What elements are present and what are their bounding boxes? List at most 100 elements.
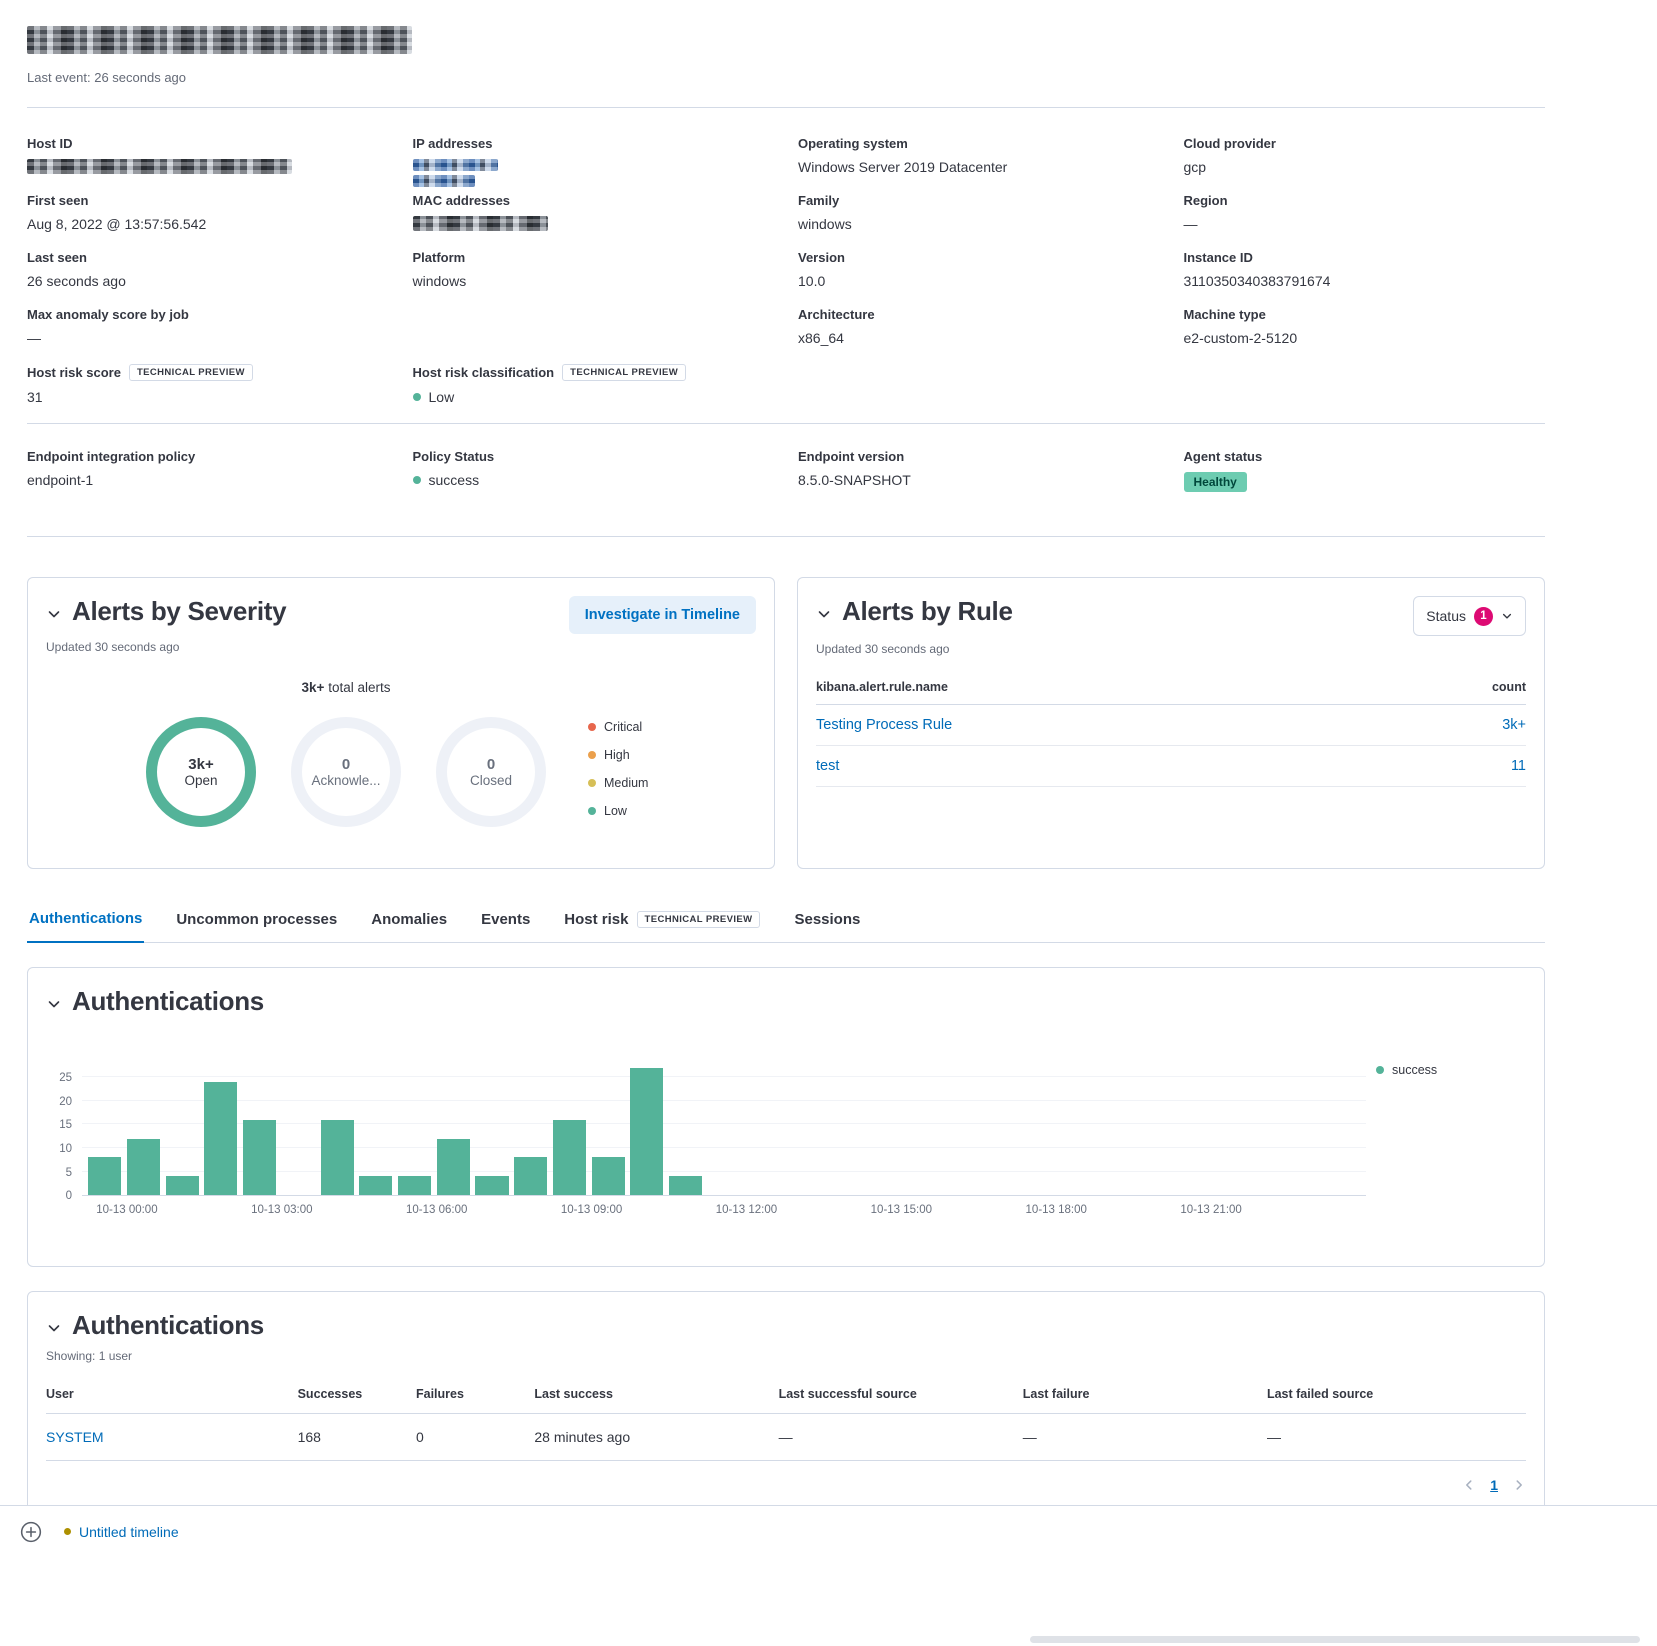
chevron-down-icon[interactable] — [46, 1320, 62, 1336]
field-first-seen: First seen Aug 8, 2022 @ 13:57:56.542 — [27, 193, 207, 232]
risk-low-dot — [412, 393, 421, 401]
host-details-page: Last event: 26 seconds ago Host ID First… — [27, 0, 1545, 1512]
alerts-cards-row: Alerts by Severity Investigate in Timeli… — [27, 577, 1545, 869]
donut-open[interactable]: 3k+ Open — [146, 717, 256, 827]
host-id-redacted — [27, 159, 292, 174]
mac-address-redacted — [412, 216, 548, 231]
critical-dot-icon — [588, 723, 596, 731]
overview-column-1: Host ID First seen Aug 8, 2022 @ 13:57:5… — [27, 136, 389, 423]
field-agent-status: Agent status Healthy — [1183, 449, 1546, 506]
rule-name-link[interactable]: Testing Process Rule — [816, 717, 953, 733]
donut-closed[interactable]: 0 Closed — [436, 717, 546, 827]
healthy-status-badge: Healthy — [1183, 472, 1247, 492]
success-bar — [320, 1119, 354, 1195]
horizontal-scrollbar-thumb[interactable] — [1030, 1636, 1640, 1643]
timeline-link[interactable]: Untitled timeline — [79, 1523, 179, 1540]
y-tick-label: 15 — [59, 1119, 72, 1132]
chevron-down-icon[interactable] — [816, 606, 832, 622]
success-bar — [88, 1157, 122, 1195]
success-bar — [204, 1082, 238, 1195]
field-mac-addresses: MAC addresses — [412, 193, 775, 250]
col-header-last-successful-source: Last successful source — [778, 1377, 1023, 1414]
table-row: test 11 — [816, 745, 1526, 787]
page-number-1[interactable]: 1 — [1490, 1477, 1498, 1493]
table-row: Testing Process Rule 3k+ — [816, 704, 1526, 746]
tab-authentications[interactable]: Authentications — [27, 902, 145, 943]
investigate-in-timeline-button[interactable]: Investigate in Timeline — [568, 596, 756, 634]
chevron-down-icon[interactable] — [46, 996, 62, 1012]
chart-legend-success[interactable]: success — [1376, 1061, 1526, 1077]
success-bar — [552, 1119, 586, 1195]
success-bar — [669, 1176, 703, 1195]
field-operating-system: Operating system Windows Server 2019 Dat… — [798, 136, 1008, 175]
gridline — [82, 1123, 1366, 1125]
y-tick-label: 25 — [59, 1072, 72, 1085]
add-timeline-icon[interactable] — [20, 1521, 42, 1543]
updated-text: Updated 30 seconds ago — [816, 642, 950, 656]
alerts-by-severity-title: Alerts by Severity — [72, 596, 287, 626]
field-version: Version 10.0 — [798, 250, 845, 289]
field-architecture: Architecture x86_64 — [798, 307, 875, 346]
gridline — [82, 1146, 1366, 1148]
x-tick-label: 10-13 18:00 — [1025, 1204, 1087, 1216]
success-bar — [436, 1138, 470, 1195]
alerts-by-rule-title: Alerts by Rule — [842, 596, 1013, 626]
legend-item-high: High — [588, 748, 648, 762]
tab-uncommon-processes[interactable]: Uncommon processes — [176, 910, 338, 928]
rule-count-link[interactable]: 3k+ — [1502, 717, 1526, 733]
field-policy-status: Policy Status success — [412, 449, 495, 488]
divider — [27, 423, 1545, 424]
field-region: Region — — [1183, 193, 1228, 232]
tab-sessions[interactable]: Sessions — [794, 910, 861, 928]
tab-anomalies[interactable]: Anomalies — [371, 910, 448, 928]
technical-preview-badge: TECHNICAL PREVIEW — [636, 910, 761, 928]
field-host-risk-classification: Host risk classification TECHNICAL PREVI… — [412, 364, 775, 423]
low-dot-icon — [588, 807, 596, 815]
medium-dot-icon — [588, 779, 596, 787]
divider — [27, 536, 1545, 537]
field-endpoint-policy: Endpoint integration policy endpoint-1 — [27, 449, 196, 488]
authentications-chart-title: Authentications — [72, 986, 264, 1016]
overview-column-2: IP addresses MAC addresses Platform wind… — [412, 136, 775, 423]
success-bar — [165, 1176, 199, 1195]
untitled-timeline-button[interactable]: Untitled timeline — [64, 1524, 179, 1540]
next-page-icon[interactable] — [1512, 1478, 1526, 1492]
success-bar — [591, 1157, 625, 1195]
alert-status-donuts: 3k+ Open 0 Acknowle... 0 Closed — [146, 717, 546, 827]
authentications-table-title: Authentications — [72, 1310, 264, 1340]
rule-name-link[interactable]: test — [816, 758, 840, 774]
gridline — [82, 1099, 1366, 1101]
success-bar — [359, 1176, 393, 1195]
y-tick-label: 0 — [65, 1190, 72, 1202]
severity-legend: Critical High Medium Low — [588, 720, 648, 832]
overview-column-4: Cloud provider gcp Region — Instance ID … — [1184, 136, 1546, 423]
donut-acknowledged[interactable]: 0 Acknowle... — [291, 717, 401, 827]
showing-count-text: Showing: 1 user — [46, 1349, 133, 1363]
field-cloud-provider: Cloud provider gcp — [1183, 136, 1276, 175]
field-spacer — [413, 307, 775, 364]
status-filter-dropdown[interactable]: Status 1 — [1413, 596, 1526, 636]
host-name-redacted — [27, 26, 412, 54]
previous-page-icon[interactable] — [1462, 1478, 1476, 1492]
rule-count-link[interactable]: 11 — [1510, 758, 1526, 774]
timeline-bottom-bar: Untitled timeline — [0, 1505, 1657, 1557]
alerts-by-rule-card: Alerts by Rule Status 1 Updated 30 secon… — [797, 577, 1545, 869]
success-bar — [126, 1138, 160, 1195]
field-family: Family windows — [798, 193, 852, 232]
user-link[interactable]: SYSTEM — [46, 1429, 104, 1445]
field-last-seen: Last seen 26 seconds ago — [27, 250, 126, 289]
success-bar — [630, 1068, 664, 1195]
chevron-down-icon[interactable] — [46, 606, 62, 622]
tab-events[interactable]: Events — [481, 910, 531, 928]
tab-host-risk[interactable]: Host risk TECHNICAL PREVIEW — [562, 902, 762, 942]
technical-preview-badge: TECHNICAL PREVIEW — [128, 364, 253, 381]
unsaved-timeline-dot-icon — [64, 1528, 71, 1535]
field-instance-id: Instance ID 3110350340383791674 — [1183, 250, 1331, 289]
x-tick-label: 10-13 09:00 — [560, 1204, 623, 1216]
success-dot-icon — [1376, 1066, 1384, 1074]
updated-text: Updated 30 seconds ago — [46, 640, 180, 654]
col-header-successes: Successes — [297, 1377, 416, 1414]
count-column-header: count — [1384, 672, 1526, 705]
technical-preview-badge: TECHNICAL PREVIEW — [562, 364, 687, 381]
last-event-text: Last event: 26 seconds ago — [27, 70, 187, 85]
